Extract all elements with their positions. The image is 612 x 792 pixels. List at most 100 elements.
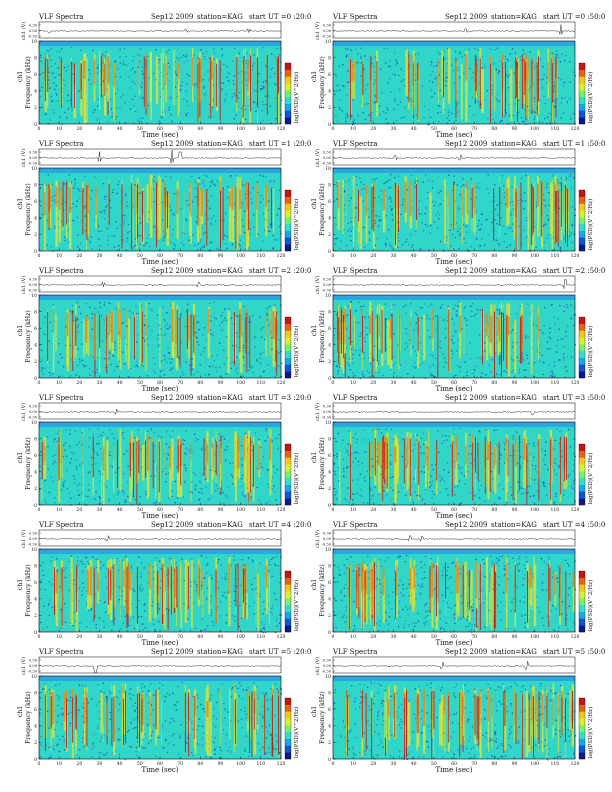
y-tick-label: 4 [328, 470, 331, 476]
noise-speckle [269, 105, 271, 107]
noise-speckle [562, 82, 565, 84]
noise-speckle [54, 201, 56, 203]
noise-speckle [569, 60, 571, 63]
noise-speckle [62, 598, 64, 600]
noise-speckle [476, 64, 478, 66]
noise-speckle [402, 244, 404, 246]
noise-speckle [216, 180, 218, 183]
noise-speckle [127, 232, 129, 234]
noise-speckle [189, 369, 191, 371]
noise-speckle [214, 52, 216, 54]
noise-speckle [566, 306, 569, 309]
burst-orange [52, 308, 54, 333]
noise-speckle [548, 336, 550, 338]
noise-speckle [556, 428, 559, 430]
noise-speckle [446, 117, 448, 119]
noise-speckle [517, 57, 519, 59]
noise-speckle [76, 216, 78, 218]
noise-speckle [248, 221, 250, 223]
panel-date: Sep12 2009 [151, 267, 193, 275]
x-tick-label: 60 [157, 380, 163, 386]
noise-speckle [120, 628, 122, 630]
noise-speckle [235, 315, 237, 318]
noise-speckle [444, 84, 447, 87]
noise-speckle [355, 310, 357, 312]
burst-yellow [465, 188, 467, 224]
noise-speckle [53, 438, 56, 440]
burst-yellow [155, 437, 157, 499]
noise-speckle [269, 230, 271, 232]
noise-speckle [398, 240, 400, 242]
noise-speckle [452, 69, 455, 72]
noise-speckle [337, 236, 339, 239]
noise-speckle [180, 314, 182, 316]
noise-speckle [181, 242, 183, 244]
burst-red [538, 439, 540, 501]
noise-speckle [153, 369, 155, 371]
x-tick-label: 0 [38, 507, 41, 513]
noise-speckle [487, 192, 489, 194]
x-tick-label: 40 [117, 253, 123, 259]
burst-red [99, 314, 101, 348]
noise-speckle [105, 206, 107, 208]
noise-speckle [360, 47, 362, 49]
noise-speckle [142, 73, 144, 75]
noise-speckle [415, 322, 417, 324]
noise-speckle [168, 497, 170, 499]
trace-ylabel: ch1 (V) [314, 276, 321, 294]
noise-speckle [385, 215, 387, 217]
noise-speckle [336, 185, 338, 187]
noise-speckle [70, 497, 72, 500]
noise-speckle [539, 99, 541, 102]
noise-speckle [513, 72, 515, 74]
noise-speckle [236, 441, 239, 444]
noise-speckle [152, 179, 154, 181]
colorbar-swatch [285, 457, 291, 465]
y-tick-label: 10 [31, 39, 37, 45]
noise-speckle [346, 112, 348, 115]
noise-speckle [519, 305, 521, 307]
burst-yellow [177, 69, 180, 116]
noise-speckle [574, 75, 576, 77]
noise-speckle [86, 303, 88, 305]
noise-speckle [491, 221, 493, 224]
noise-speckle [519, 466, 522, 468]
noise-speckle [242, 225, 244, 227]
noise-speckle [440, 190, 442, 192]
burst-orange [145, 318, 147, 336]
noise-speckle [75, 465, 78, 468]
noise-speckle [213, 215, 215, 217]
colorbar-swatch [579, 444, 585, 451]
burst-orange [119, 311, 121, 338]
noise-speckle [71, 46, 73, 49]
noise-speckle [54, 497, 56, 499]
burst-orange [189, 191, 191, 212]
colorbar-swatch [579, 90, 585, 98]
noise-speckle [170, 305, 172, 307]
panel-title: VLF Spectra [38, 13, 83, 21]
noise-speckle [340, 307, 342, 309]
noise-speckle [144, 340, 146, 342]
burst-red [47, 58, 49, 92]
colorbar-swatch [285, 371, 291, 379]
noise-speckle [529, 313, 532, 315]
burst-orange [563, 182, 565, 215]
x-tick-label: 40 [117, 380, 123, 386]
noise-speckle [132, 67, 134, 69]
burst-yellow [159, 178, 162, 239]
noise-speckle [351, 348, 353, 350]
noise-speckle [410, 303, 412, 305]
colorbar-swatch [285, 90, 291, 98]
noise-speckle [194, 581, 196, 583]
noise-speckle [363, 451, 366, 453]
noise-speckle [504, 462, 506, 464]
noise-speckle [212, 332, 214, 334]
noise-speckle [262, 47, 264, 49]
noise-speckle [123, 363, 125, 365]
noise-speckle [221, 321, 223, 323]
noise-speckle [68, 174, 70, 176]
panel-start-ut: start UT =2 :50:0 [543, 267, 605, 275]
burst-orange [109, 312, 111, 335]
noise-speckle [343, 475, 345, 478]
noise-speckle [257, 191, 259, 194]
